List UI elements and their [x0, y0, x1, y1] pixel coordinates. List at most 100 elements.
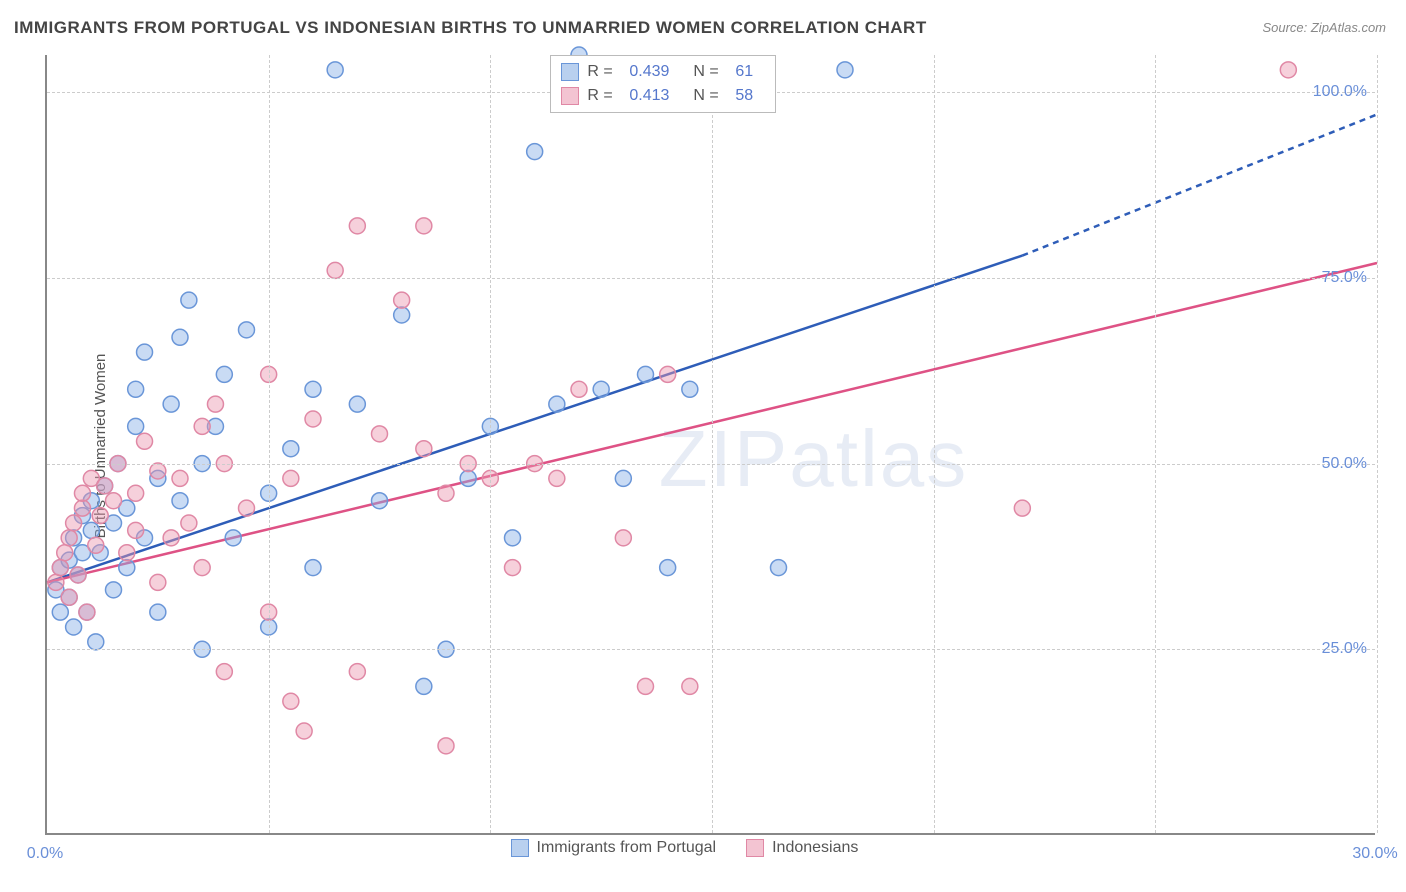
data-point: [239, 322, 255, 338]
data-point: [327, 62, 343, 78]
data-point: [505, 530, 521, 546]
data-point: [1014, 500, 1030, 516]
legend-r-label: R =: [587, 60, 621, 84]
data-point: [638, 366, 654, 382]
legend-r-value: 0.439: [629, 60, 685, 84]
legend-item: Indonesians: [746, 839, 858, 857]
data-point: [150, 463, 166, 479]
legend-swatch: [561, 63, 579, 81]
data-point: [70, 567, 86, 583]
legend-item: Immigrants from Portugal: [511, 839, 717, 857]
gridline-v: [490, 55, 491, 833]
data-point: [239, 500, 255, 516]
data-point: [549, 396, 565, 412]
data-point: [327, 262, 343, 278]
data-point: [1280, 62, 1296, 78]
data-point: [194, 560, 210, 576]
data-point: [88, 537, 104, 553]
legend-row: R =0.413N =58: [561, 84, 765, 108]
data-point: [172, 493, 188, 509]
gridline-v: [1377, 55, 1378, 833]
data-point: [83, 522, 99, 538]
data-point: [549, 470, 565, 486]
legend-n-label: N =: [693, 84, 727, 108]
legend-r-label: R =: [587, 84, 621, 108]
data-point: [460, 470, 476, 486]
data-point: [216, 664, 232, 680]
data-point: [349, 664, 365, 680]
data-point: [305, 411, 321, 427]
legend-swatch: [511, 839, 529, 857]
legend-n-value: 61: [735, 60, 765, 84]
data-point: [394, 292, 410, 308]
plot-area: ZIPatlas 25.0%50.0%75.0%100.0%: [45, 55, 1375, 835]
y-tick-label: 50.0%: [1322, 455, 1367, 473]
data-point: [163, 530, 179, 546]
y-tick-label: 25.0%: [1322, 640, 1367, 658]
data-point: [305, 560, 321, 576]
gridline-h: [47, 278, 1375, 279]
gridline-h: [47, 649, 1375, 650]
x-tick-label: 30.0%: [1352, 845, 1397, 863]
data-point: [416, 441, 432, 457]
data-point: [88, 634, 104, 650]
data-point: [837, 62, 853, 78]
legend-r-value: 0.413: [629, 84, 685, 108]
data-point: [181, 515, 197, 531]
legend-series-name: Indonesians: [772, 839, 858, 857]
legend-series: Immigrants from Portugal Indonesians: [511, 839, 859, 857]
data-point: [128, 485, 144, 501]
data-point: [682, 678, 698, 694]
data-point: [61, 530, 77, 546]
data-point: [194, 418, 210, 434]
data-point: [660, 366, 676, 382]
gridline-v: [934, 55, 935, 833]
data-point: [119, 560, 135, 576]
data-point: [66, 515, 82, 531]
data-point: [283, 470, 299, 486]
data-point: [52, 560, 68, 576]
data-point: [66, 619, 82, 635]
data-point: [416, 218, 432, 234]
data-point: [296, 723, 312, 739]
data-point: [106, 493, 122, 509]
data-point: [61, 589, 77, 605]
plot-svg: [47, 55, 1375, 833]
data-point: [771, 560, 787, 576]
legend-series-name: Immigrants from Portugal: [537, 839, 717, 857]
gridline-v: [712, 55, 713, 833]
trend-line-dashed: [1022, 114, 1377, 255]
legend-swatch: [561, 87, 579, 105]
data-point: [128, 418, 144, 434]
data-point: [128, 381, 144, 397]
legend-row: R = 0.439 N = 61: [561, 60, 765, 84]
gridline-h: [47, 464, 1375, 465]
data-point: [92, 508, 108, 524]
data-point: [74, 500, 90, 516]
data-point: [505, 560, 521, 576]
data-point: [128, 522, 144, 538]
y-tick-label: 75.0%: [1322, 269, 1367, 287]
data-point: [163, 396, 179, 412]
legend-n-label: N =: [693, 60, 727, 84]
legend-swatch: [746, 839, 764, 857]
data-point: [615, 530, 631, 546]
data-point: [79, 604, 95, 620]
chart-container: IMMIGRANTS FROM PORTUGAL VS INDONESIAN B…: [0, 0, 1406, 892]
data-point: [438, 485, 454, 501]
data-point: [48, 574, 64, 590]
x-tick-label: 0.0%: [27, 845, 63, 863]
data-point: [52, 604, 68, 620]
data-point: [97, 478, 113, 494]
data-point: [207, 396, 223, 412]
data-point: [615, 470, 631, 486]
data-point: [74, 485, 90, 501]
data-point: [416, 678, 432, 694]
data-point: [57, 545, 73, 561]
y-tick-label: 100.0%: [1313, 83, 1367, 101]
data-point: [372, 426, 388, 442]
data-point: [349, 396, 365, 412]
data-point: [305, 381, 321, 397]
data-point: [438, 738, 454, 754]
data-point: [394, 307, 410, 323]
